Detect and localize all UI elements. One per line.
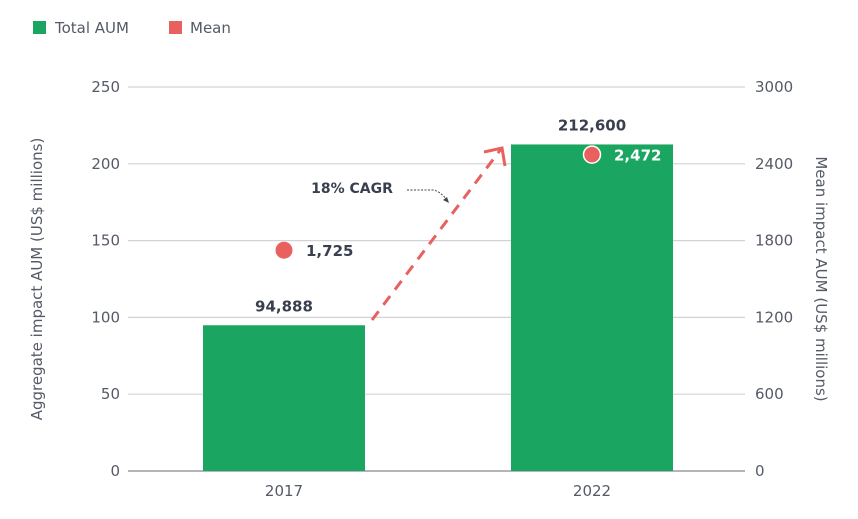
y-tick-label-right: 3000	[755, 78, 793, 96]
mean-data-label: 2,472	[614, 147, 661, 165]
cagr-arrow	[370, 148, 503, 321]
mean-point-2017	[275, 241, 293, 259]
y-axis-label-left: Aggregate impact AUM (US$ millions)	[28, 138, 46, 421]
y-tick-label-left: 150	[91, 232, 120, 250]
y-tick-label-left: 0	[110, 462, 120, 480]
x-tick-label: 2022	[573, 482, 611, 500]
legend-label: Mean	[190, 19, 231, 37]
legend-label: Total AUM	[54, 19, 129, 37]
cagr-arrowhead	[483, 146, 507, 167]
y-tick-label-left: 100	[91, 308, 120, 326]
y-tick-label-right: 0	[755, 462, 765, 480]
annotation-pointer	[407, 189, 448, 201]
y-tick-label-left: 200	[91, 155, 120, 173]
annotation-pointer-head	[443, 197, 449, 203]
bar-data-label: 212,600	[558, 116, 626, 134]
bar-2022	[511, 144, 673, 471]
y-tick-label-right: 1200	[755, 308, 793, 326]
y-tick-label-left: 50	[101, 385, 120, 403]
cagr-annotation: 18% CAGR	[311, 181, 393, 197]
legend-swatch-mean	[169, 21, 182, 34]
y-tick-label-left: 250	[91, 78, 120, 96]
mean-data-label: 1,725	[306, 242, 353, 260]
mean-point-2022	[582, 145, 602, 164]
y-tick-label-right: 600	[755, 385, 784, 403]
bar-data-label: 94,888	[255, 297, 313, 315]
y-axis-label-right: Mean impact AUM (US$ millions)	[812, 156, 830, 401]
x-tick-label: 2017	[265, 482, 303, 500]
y-tick-label-right: 1800	[755, 232, 793, 250]
legend-swatch-total-aum	[33, 21, 46, 34]
bar-2017	[203, 325, 365, 471]
y-tick-label-right: 2400	[755, 155, 793, 173]
